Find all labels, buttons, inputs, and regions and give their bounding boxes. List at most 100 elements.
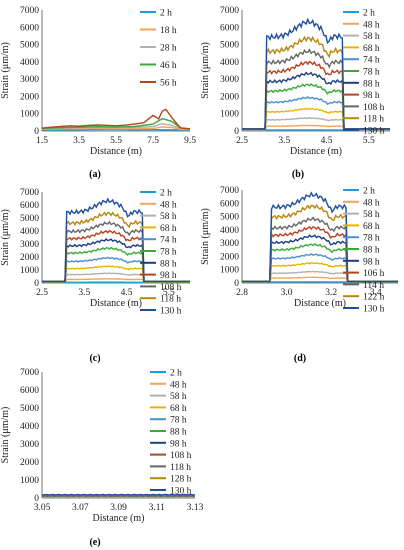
legend-label: 58 h bbox=[160, 212, 177, 222]
legend-label: 56 h bbox=[160, 79, 177, 89]
legend-label: 78 h bbox=[363, 68, 380, 78]
y-tick-label: 0 bbox=[34, 279, 39, 289]
x-axis-label: Distance (m) bbox=[290, 146, 342, 157]
y-tick-label: 1000 bbox=[220, 266, 239, 276]
y-tick-label: 1000 bbox=[20, 110, 39, 120]
x-tick-label: 3.2 bbox=[325, 288, 337, 298]
x-tick-label: 9.5 bbox=[184, 136, 196, 146]
panel-caption: (c) bbox=[89, 353, 100, 364]
x-tick-label: 4.5 bbox=[321, 136, 333, 146]
legend-label: 58 h bbox=[363, 32, 380, 42]
legend-label: 128 h bbox=[170, 475, 192, 485]
chart-panel-a: 0 1000 2000 3000 4000 5000 6000 7000 1.5 3.5 5.5 7.… bbox=[0, 6, 196, 180]
legend-label: 2 h bbox=[170, 369, 182, 379]
y-tick-label: 6000 bbox=[20, 201, 39, 211]
x-tick-label: 2.5 bbox=[36, 288, 48, 298]
legend-label: 48 h bbox=[363, 198, 380, 208]
legend-label: 98 h bbox=[363, 91, 380, 101]
panel-caption: (a) bbox=[89, 169, 101, 180]
x-tick-label: 2.8 bbox=[236, 288, 248, 298]
x-tick-label: 3.09 bbox=[110, 503, 127, 513]
legend-label: 114 h bbox=[363, 281, 384, 291]
y-tick-label: 6000 bbox=[220, 199, 239, 209]
x-tick-label: 4.5 bbox=[121, 288, 133, 298]
y-tick-label: 6000 bbox=[220, 23, 239, 33]
y-tick-label: 6000 bbox=[20, 386, 39, 396]
legend-label: 108 h bbox=[160, 283, 182, 293]
y-tick-label: 0 bbox=[234, 127, 239, 137]
series-line-130h bbox=[241, 17, 391, 130]
y-tick-label: 5000 bbox=[220, 213, 239, 223]
legend-label: 78 h bbox=[170, 416, 187, 426]
legend-label: 78 h bbox=[160, 248, 177, 258]
x-tick-label: 3.5 bbox=[78, 288, 90, 298]
y-axis-label: Strain (μm/m) bbox=[0, 209, 11, 266]
x-axis-label: Distance (m) bbox=[294, 298, 346, 309]
legend-label: 98 h bbox=[160, 271, 177, 281]
y-tick-label: 2000 bbox=[220, 92, 239, 102]
x-tick-label: 3.05 bbox=[34, 503, 51, 513]
x-axis-label: Distance (m) bbox=[90, 298, 142, 309]
series-line-18h bbox=[41, 126, 191, 131]
legend-label: 130 h bbox=[363, 127, 385, 137]
chart-panel-e: 0 1000 2000 3000 4000 5000 6000 7000 3.05 3.07 3.0… bbox=[0, 368, 204, 548]
legend-label: 88 h bbox=[170, 428, 187, 438]
chart-panel-b: 0 1000 2000 3000 4000 5000 6000 7000 2.5 3.5 4.5 5.… bbox=[200, 6, 391, 180]
x-tick-label: 5.5 bbox=[110, 136, 122, 146]
legend-label: 98 h bbox=[363, 257, 380, 267]
y-tick-label: 2000 bbox=[20, 92, 39, 102]
legend-label: 74 h bbox=[363, 56, 380, 66]
x-tick-label: 2.5 bbox=[236, 136, 248, 146]
y-tick-label: 5000 bbox=[20, 214, 39, 224]
y-tick-label: 7000 bbox=[220, 186, 239, 196]
panel-caption: (e) bbox=[89, 537, 100, 548]
y-tick-label: 5000 bbox=[220, 41, 239, 51]
y-tick-label: 7000 bbox=[20, 368, 39, 378]
legend-label: 118 h bbox=[170, 463, 191, 473]
legend-label: 122 h bbox=[363, 293, 385, 303]
y-tick-label: 2000 bbox=[220, 252, 239, 262]
legend-label: 88 h bbox=[363, 246, 380, 256]
y-tick-label: 1000 bbox=[220, 110, 239, 120]
x-tick-label: 3.4 bbox=[370, 288, 382, 298]
y-tick-label: 7000 bbox=[20, 188, 39, 198]
legend-label: 28 h bbox=[160, 44, 177, 54]
y-tick-label: 5000 bbox=[20, 404, 39, 414]
y-axis-label: Strain (μm/m) bbox=[0, 42, 11, 99]
y-tick-label: 4000 bbox=[220, 58, 239, 68]
x-tick-label: 3.11 bbox=[149, 503, 166, 513]
series-line-130h bbox=[42, 197, 190, 283]
y-axis-label: Strain (μm/m) bbox=[0, 407, 11, 464]
x-tick-label: 3.07 bbox=[72, 503, 89, 513]
y-tick-label: 3000 bbox=[20, 75, 39, 85]
legend-label: 2 h bbox=[363, 9, 375, 19]
legend-label: 2 h bbox=[363, 187, 375, 197]
legend-label: 108 h bbox=[170, 451, 192, 461]
y-tick-label: 4000 bbox=[220, 226, 239, 236]
panel-caption: (b) bbox=[292, 169, 304, 180]
legend-label: 130 h bbox=[160, 307, 182, 317]
legend-label: 58 h bbox=[170, 392, 187, 402]
chart-panel-c: 0 1000 2000 3000 4000 5000 6000 7000 2.5 3.5 4.5 5.… bbox=[0, 188, 191, 364]
x-axis-label: Distance (m) bbox=[93, 513, 145, 524]
series-line-130h bbox=[242, 191, 398, 283]
legend-label: 130 h bbox=[363, 305, 385, 315]
legend-label: 48 h bbox=[160, 200, 177, 210]
legend-label: 68 h bbox=[363, 222, 380, 232]
legend-label: 68 h bbox=[170, 404, 187, 414]
y-tick-label: 7000 bbox=[20, 6, 39, 16]
x-tick-label: 1.5 bbox=[36, 136, 48, 146]
x-tick-label: 7.5 bbox=[147, 136, 159, 146]
legend-label: 118 h bbox=[160, 295, 181, 305]
y-tick-label: 2000 bbox=[20, 458, 39, 468]
y-axis-label: Strain (μm/m) bbox=[200, 208, 211, 265]
panel-caption: (d) bbox=[294, 353, 306, 364]
legend-label: 48 h bbox=[363, 20, 380, 30]
legend-label: 2 h bbox=[160, 9, 172, 19]
x-tick-label: 3.0 bbox=[281, 288, 293, 298]
y-tick-label: 2000 bbox=[20, 253, 39, 263]
legend-label: 18 h bbox=[160, 26, 177, 36]
y-tick-label: 4000 bbox=[20, 227, 39, 237]
